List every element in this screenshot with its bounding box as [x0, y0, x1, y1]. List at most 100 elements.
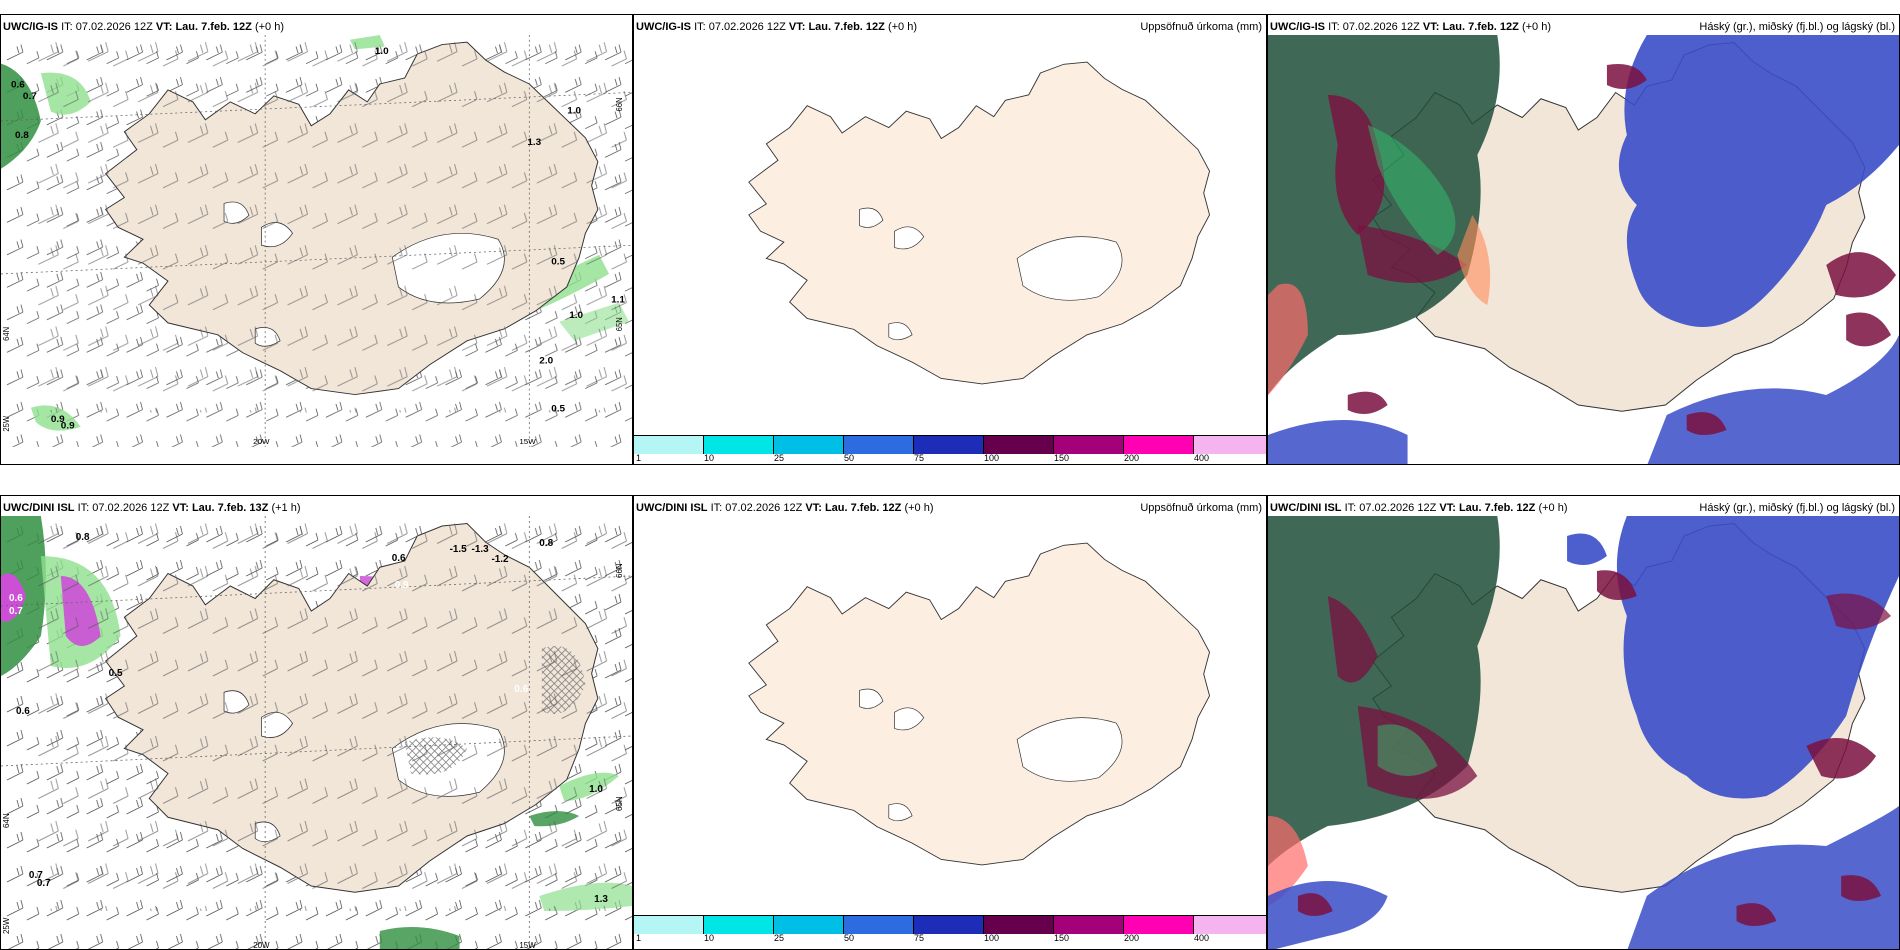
panel-legend-title: Háský (gr.), miðský (fj.bl.) og lágský (…	[1699, 21, 1895, 33]
precip-map	[748, 542, 1211, 866]
wind-panel-dini: UWC/DINI ISL IT: 07.02.2026 12Z VT: Lau.…	[0, 495, 633, 950]
colorbar-swatch	[1124, 436, 1194, 454]
colorbar-swatch	[634, 916, 704, 934]
colorbar-tick: 150	[1054, 453, 1070, 463]
axis-label: 20W	[253, 437, 270, 446]
contour-label: 0.7	[23, 91, 37, 102]
panel-title: UWC/IG-IS IT: 07.02.2026 12Z VT: Lau. 7.…	[1270, 21, 1551, 33]
colorbar-ticks: 1 10 25 50 75 100 150 200 400	[634, 933, 1266, 945]
colorbar-tick: 50	[844, 933, 855, 943]
colorbar-tick: 1	[636, 933, 642, 943]
precip-colorbar	[634, 915, 1266, 934]
colorbar-swatch	[634, 436, 704, 454]
contour-label: 1.3	[594, 894, 608, 905]
colorbar-swatch	[774, 916, 844, 934]
colorbar-tick: 100	[984, 453, 1000, 463]
colorbar-tick: 150	[1054, 933, 1070, 943]
colorbar-tick: 75	[914, 933, 925, 943]
contour-label: 0.7	[37, 878, 51, 889]
wind-map: 1.0 0.6 0.7 0.8 1.0 1.3 0.5 1.1 1.0 2.0 …	[1, 35, 632, 447]
axis-label: 25W	[2, 917, 11, 934]
contour-label: 1.0	[375, 46, 389, 57]
colorbar-tick: 200	[1124, 933, 1140, 943]
contour-label: 1.0	[567, 106, 581, 117]
axis-label: 25W	[2, 415, 11, 431]
cloud-panel-igis: UWC/IG-IS IT: 07.02.2026 12Z VT: Lau. 7.…	[1267, 14, 1900, 465]
contour-label: 0.6	[392, 553, 406, 564]
panel-title: UWC/IG-IS IT: 07.02.2026 12Z VT: Lau. 7.…	[3, 21, 284, 33]
colorbar-swatch	[984, 436, 1054, 454]
precip-colorbar	[634, 435, 1266, 454]
colorbar-swatch	[914, 436, 984, 454]
colorbar-tick: 25	[774, 933, 785, 943]
contour-label: 1.3	[527, 137, 541, 148]
axis-label: 66N	[615, 97, 624, 111]
wind-panel-igis: UWC/IG-IS IT: 07.02.2026 12Z VT: Lau. 7.…	[0, 14, 633, 465]
axis-label: 15W	[519, 941, 536, 950]
colorbar-swatch	[844, 436, 914, 454]
colorbar-tick: 400	[1194, 933, 1210, 943]
axis-label: 65N	[615, 796, 624, 811]
colorbar-tick: 10	[704, 453, 715, 463]
colorbar-swatch	[914, 916, 984, 934]
axis-label: 64N	[2, 813, 11, 828]
colorbar-swatch	[1054, 436, 1124, 454]
cloud-map	[1268, 35, 1899, 464]
contour-label: 0.7	[29, 870, 43, 881]
panel-legend-title: Uppsöfnuð úrkoma (mm)	[1140, 502, 1262, 514]
colorbar-tick: 100	[984, 933, 1000, 943]
contour-label: 0.8	[15, 130, 29, 141]
colorbar-swatch	[704, 436, 774, 454]
contour-label: 0.5	[551, 257, 565, 268]
colorbar-tick: 25	[774, 453, 785, 463]
colorbar-swatch	[774, 436, 844, 454]
contour-label: -1.5	[450, 544, 468, 555]
colorbar-tick: 1	[636, 453, 642, 463]
panel-title: UWC/IG-IS IT: 07.02.2026 12Z VT: Lau. 7.…	[636, 21, 917, 33]
contour-label: 0.6	[9, 593, 23, 604]
colorbar-swatch	[984, 916, 1054, 934]
axis-label: 64N	[2, 327, 11, 341]
contour-label: 0.5	[551, 404, 565, 415]
colorbar-ticks: 1 10 25 50 75 100 150 200 400	[634, 453, 1266, 464]
precip-panel-igis: UWC/IG-IS IT: 07.02.2026 12Z VT: Lau. 7.…	[633, 14, 1267, 465]
panel-legend-title: Háský (gr.), miðský (fj.bl.) og lágský (…	[1699, 502, 1895, 514]
precip-map	[748, 61, 1211, 385]
contour-label: 0.8	[76, 532, 90, 543]
contour-label: 1.0	[589, 784, 603, 795]
contour-label: 1.0	[569, 310, 583, 321]
colorbar-tick: 50	[844, 453, 855, 463]
axis-label: 15W	[519, 437, 536, 446]
contour-label: 0.8	[539, 538, 553, 549]
axis-label: 20W	[253, 941, 270, 950]
contour-label: 0.6	[16, 706, 30, 717]
colorbar-swatch	[1194, 916, 1266, 934]
cloud-map	[1268, 516, 1899, 949]
panel-title: UWC/DINI ISL IT: 07.02.2026 12Z VT: Lau.…	[636, 502, 934, 514]
colorbar-tick: 10	[704, 933, 715, 943]
precip-panel-dini: UWC/DINI ISL IT: 07.02.2026 12Z VT: Lau.…	[633, 495, 1267, 950]
panel-legend-title: Uppsöfnuð úrkoma (mm)	[1140, 21, 1262, 33]
colorbar-swatch	[844, 916, 914, 934]
wind-map: 0.8 0.6 -1.5 -1.3 -1.2 0.8 0.6 0.7 0.5 0…	[1, 516, 632, 950]
contour-label: 0.9	[51, 414, 65, 425]
panel-title: UWC/DINI ISL IT: 07.02.2026 12Z VT: Lau.…	[3, 502, 301, 514]
colorbar-tick: 75	[914, 453, 925, 463]
colorbar-tick: 400	[1194, 453, 1210, 463]
contour-label: 0.7	[9, 606, 23, 617]
contour-label: 0.9	[395, 580, 409, 591]
colorbar-tick: 200	[1124, 453, 1140, 463]
panel-title: UWC/DINI ISL IT: 07.02.2026 12Z VT: Lau.…	[1270, 502, 1568, 514]
contour-label: -1.2	[491, 554, 509, 565]
contour-label: 0.6	[514, 684, 528, 695]
contour-label: 0.6	[11, 80, 25, 91]
colorbar-swatch	[1054, 916, 1124, 934]
contour-label: 0.5	[109, 668, 123, 679]
contour-label: 1.1	[611, 295, 625, 306]
contour-label: 2.0	[539, 356, 553, 367]
colorbar-swatch	[1124, 916, 1194, 934]
contour-label: -1.3	[472, 544, 490, 555]
colorbar-swatch	[1194, 436, 1266, 454]
cloud-panel-dini: UWC/DINI ISL IT: 07.02.2026 12Z VT: Lau.…	[1267, 495, 1900, 950]
colorbar-swatch	[704, 916, 774, 934]
